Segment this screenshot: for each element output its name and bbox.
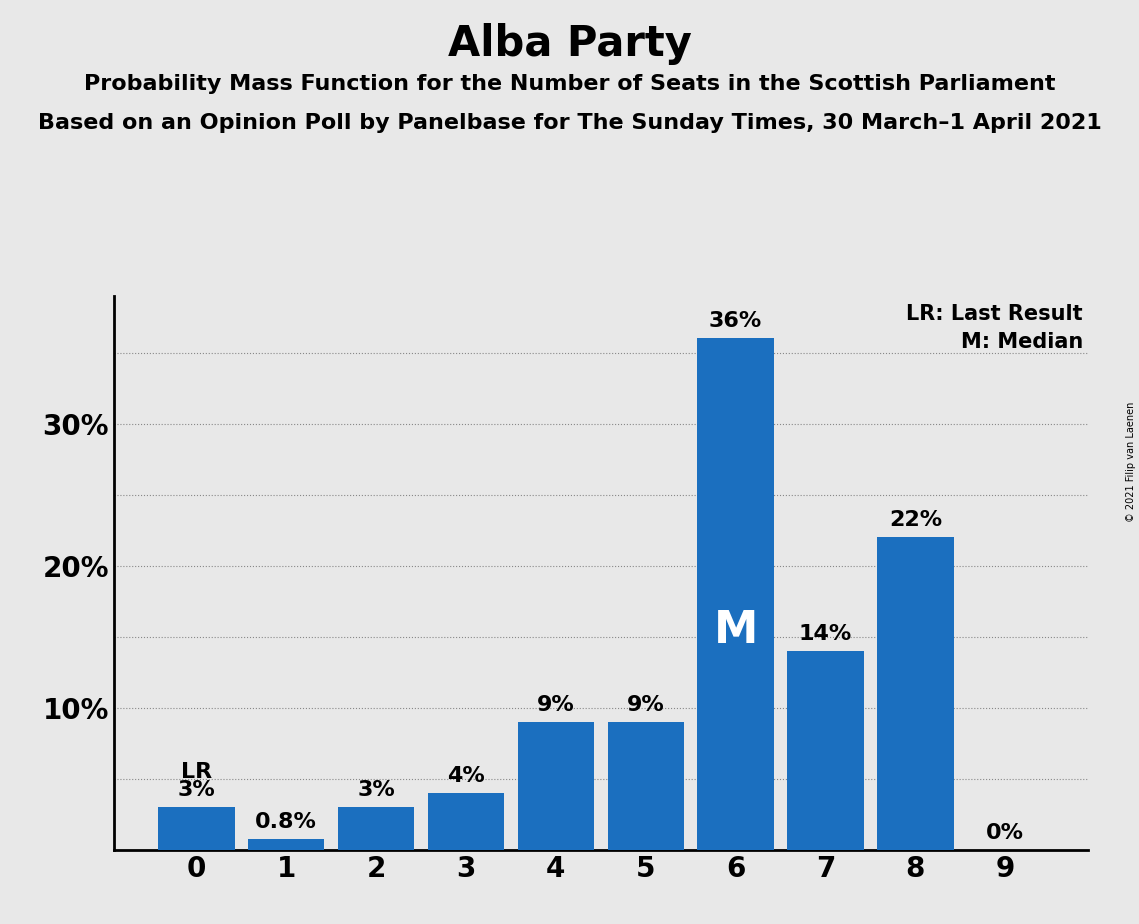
Text: 22%: 22% <box>888 510 942 530</box>
Bar <box>607 723 683 850</box>
Text: Alba Party: Alba Party <box>448 23 691 65</box>
Text: M: Median: M: Median <box>960 332 1083 352</box>
Text: Based on an Opinion Poll by Panelbase for The Sunday Times, 30 March–1 April 202: Based on an Opinion Poll by Panelbase fo… <box>38 113 1101 133</box>
Text: LR: Last Result: LR: Last Result <box>907 304 1083 324</box>
Bar <box>518 723 595 850</box>
Text: 14%: 14% <box>798 624 852 644</box>
Bar <box>787 651 863 850</box>
Text: 3%: 3% <box>358 781 395 800</box>
Text: © 2021 Filip van Laenen: © 2021 Filip van Laenen <box>1126 402 1136 522</box>
Text: LR: LR <box>181 762 212 782</box>
Text: Probability Mass Function for the Number of Seats in the Scottish Parliament: Probability Mass Function for the Number… <box>84 74 1055 94</box>
Bar <box>338 808 415 850</box>
Bar <box>158 808 235 850</box>
Text: M: M <box>713 609 757 651</box>
Text: 4%: 4% <box>448 766 485 786</box>
Text: 3%: 3% <box>178 781 215 800</box>
Text: 0.8%: 0.8% <box>255 811 317 832</box>
Text: 9%: 9% <box>536 695 575 715</box>
Text: 0%: 0% <box>986 823 1024 843</box>
Bar <box>428 793 505 850</box>
Bar <box>877 538 953 850</box>
Bar <box>697 338 773 850</box>
Text: 36%: 36% <box>708 311 762 331</box>
Text: 9%: 9% <box>626 695 665 715</box>
Bar <box>248 839 325 850</box>
